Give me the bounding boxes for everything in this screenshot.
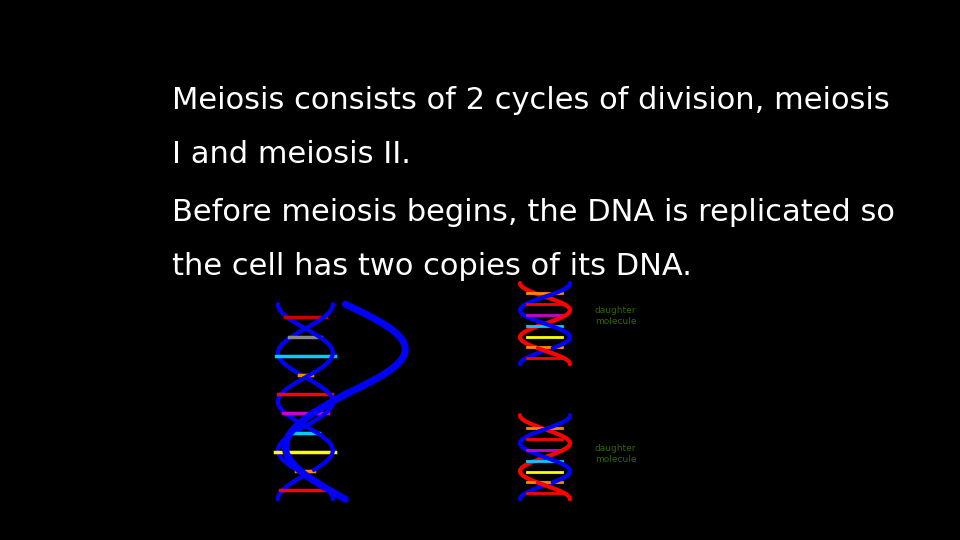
Text: Meiosis consists of 2 cycles of division, meiosis: Meiosis consists of 2 cycles of division… [172, 85, 890, 114]
Text: old strand: old strand [449, 393, 495, 402]
Text: daughter
molecule: daughter molecule [595, 444, 636, 464]
Text: Before meiosis begins, the DNA is replicated so: Before meiosis begins, the DNA is replic… [172, 198, 895, 227]
Text: new strand: new strand [519, 385, 570, 394]
Text: I and meiosis II.: I and meiosis II. [172, 140, 411, 168]
Text: daughter
molecule: daughter molecule [595, 306, 636, 326]
Text: the cell has two copies of its DNA.: the cell has two copies of its DNA. [172, 252, 692, 281]
